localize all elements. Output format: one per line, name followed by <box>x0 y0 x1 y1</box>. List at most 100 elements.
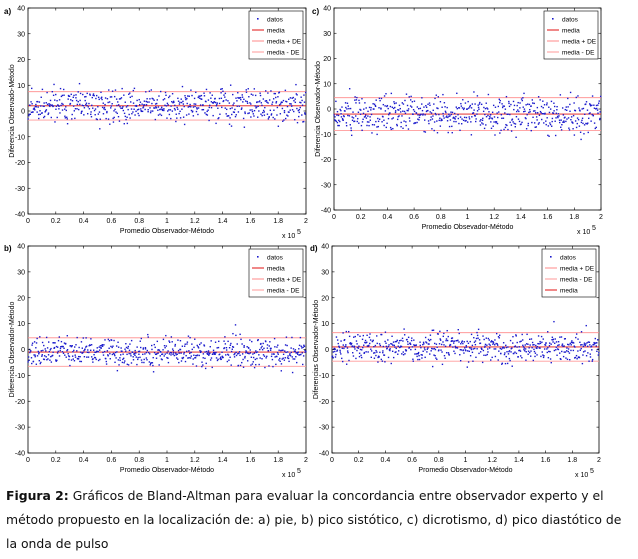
data-point <box>460 349 463 351</box>
data-point <box>591 349 593 351</box>
data-point <box>130 339 133 342</box>
data-point <box>70 359 73 361</box>
data-point <box>391 106 393 108</box>
data-point <box>415 353 418 355</box>
data-point <box>67 94 70 97</box>
data-point <box>109 123 111 125</box>
data-point <box>81 104 84 106</box>
data-point <box>366 345 369 347</box>
data-point <box>564 116 566 118</box>
data-point <box>375 120 377 123</box>
data-point <box>471 112 474 115</box>
data-point <box>433 342 436 345</box>
data-point <box>405 349 408 352</box>
data-point <box>151 348 153 351</box>
data-point <box>410 95 412 98</box>
data-point <box>175 120 177 123</box>
data-point <box>459 359 462 362</box>
data-point <box>496 122 499 125</box>
data-point <box>283 110 286 112</box>
data-point <box>454 345 457 348</box>
data-point <box>553 349 556 352</box>
data-point <box>421 354 423 356</box>
data-point <box>50 355 52 358</box>
data-point <box>301 347 303 349</box>
data-point <box>276 106 279 109</box>
data-point <box>51 354 54 357</box>
data-point <box>561 123 563 126</box>
data-point <box>369 116 371 118</box>
data-point <box>259 100 261 102</box>
data-point <box>532 110 535 112</box>
data-point <box>569 110 571 112</box>
data-point <box>362 346 364 349</box>
x-tick-label: 1.2 <box>489 214 499 221</box>
data-point <box>539 340 541 343</box>
data-point <box>562 355 565 358</box>
x-tick-label: 1.4 <box>516 214 526 221</box>
data-point <box>157 106 160 108</box>
data-point <box>167 361 170 364</box>
data-point <box>539 99 541 101</box>
data-point <box>293 358 296 360</box>
data-point <box>339 120 341 123</box>
data-point <box>85 346 87 348</box>
data-point <box>92 361 94 363</box>
data-point <box>56 346 59 348</box>
data-point <box>145 91 147 93</box>
legend-marker <box>257 256 259 258</box>
data-point <box>45 102 47 104</box>
data-point <box>67 353 69 355</box>
data-point <box>569 91 572 94</box>
data-point <box>581 344 583 346</box>
data-point <box>180 98 182 100</box>
data-point <box>228 359 230 361</box>
data-point <box>335 336 338 338</box>
data-point <box>463 352 465 354</box>
data-point <box>434 348 437 351</box>
data-point <box>453 342 455 344</box>
data-point <box>528 347 530 349</box>
data-point <box>578 356 581 359</box>
data-point <box>161 358 163 361</box>
data-point <box>403 120 405 122</box>
x-multiplier-label: x 10 <box>577 229 590 236</box>
data-point <box>417 107 420 110</box>
data-point <box>125 346 128 349</box>
data-point <box>134 354 136 356</box>
data-point <box>196 354 199 356</box>
data-point <box>519 102 521 104</box>
data-point <box>431 347 433 350</box>
data-point <box>234 324 237 326</box>
data-point <box>128 349 131 352</box>
data-point <box>298 111 300 114</box>
data-point <box>470 347 472 349</box>
data-point <box>588 117 590 120</box>
data-point <box>375 349 377 352</box>
data-point <box>135 105 138 107</box>
data-point <box>561 107 564 109</box>
data-point <box>444 106 446 108</box>
data-point <box>390 362 392 365</box>
data-point <box>457 113 459 116</box>
data-point <box>165 345 168 347</box>
data-point <box>556 348 559 350</box>
data-point <box>298 348 300 350</box>
data-point <box>556 105 558 108</box>
data-point <box>45 356 47 358</box>
data-point <box>378 343 381 345</box>
data-point <box>110 107 112 109</box>
data-point <box>341 117 344 120</box>
data-point <box>193 103 195 105</box>
data-point <box>212 349 215 352</box>
data-point <box>178 112 180 115</box>
data-point <box>160 358 163 360</box>
data-point <box>536 347 538 350</box>
data-point <box>341 106 343 108</box>
data-point <box>250 103 252 105</box>
data-point <box>95 97 97 100</box>
x-tick-label: 1.8 <box>569 214 579 221</box>
data-point <box>350 129 352 132</box>
data-point <box>422 350 424 352</box>
data-point <box>431 329 434 332</box>
